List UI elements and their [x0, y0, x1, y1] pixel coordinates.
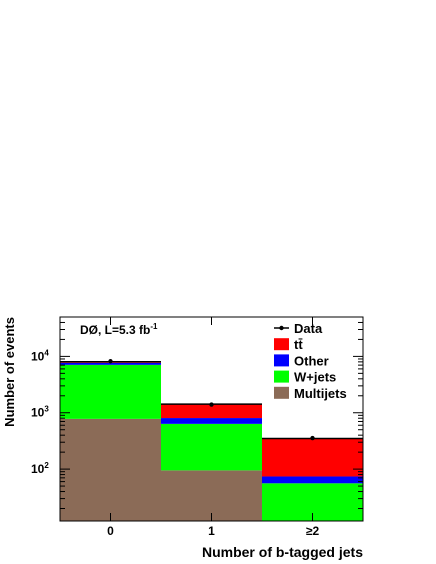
data-point-1 — [209, 402, 214, 407]
bar-multijets-1 — [161, 470, 262, 521]
legend-marker-dot — [279, 325, 284, 331]
legend-swatch-2 — [274, 354, 289, 367]
legend-swatch-4 — [274, 386, 289, 399]
legend-label-3: W+jets — [294, 370, 336, 385]
legend-swatch-1 — [274, 338, 289, 351]
legend-label-1: tt̄ — [294, 337, 303, 352]
legend-swatch-3 — [274, 370, 289, 383]
y-axis-label: Number of events — [2, 317, 17, 427]
annotation-main: DØ, L=5.3 fb — [80, 323, 150, 337]
bar-other-0 — [60, 362, 161, 365]
bar-tt-2 — [262, 438, 363, 477]
annotation-superscript: -1 — [150, 322, 158, 331]
bar-other-1 — [161, 418, 262, 424]
x-tick-label-2: ≥2 — [306, 524, 320, 538]
axes-layer: 0 1 ≥2 102 103 104 — [31, 316, 363, 538]
y-tick-label-1: 103 — [31, 405, 49, 420]
bars-layer — [60, 361, 363, 521]
bar-multijets-0 — [60, 418, 161, 521]
y-tick-label-2: 104 — [31, 348, 49, 363]
bar-wjets-0 — [60, 364, 161, 419]
data-point-0 — [108, 359, 113, 364]
legend-label-2: Other — [294, 353, 329, 368]
y-tick-label-0: 102 — [31, 461, 49, 476]
bar-tt-1 — [161, 404, 262, 419]
legend-label-4: Multijets — [294, 386, 347, 401]
data-point-2 — [310, 435, 315, 441]
data-points-layer — [108, 359, 315, 441]
x-axis-label: Number of b-tagged jets — [202, 544, 363, 560]
x-tick-label-0: 0 — [107, 524, 114, 538]
legend-label-0: Data — [294, 321, 323, 336]
bar-wjets-1 — [161, 423, 262, 471]
x-tick-label-1: 1 — [208, 524, 215, 538]
bar-other-2 — [262, 476, 363, 484]
annotation-text: DØ, L=5.3 fb-1 — [80, 322, 158, 337]
